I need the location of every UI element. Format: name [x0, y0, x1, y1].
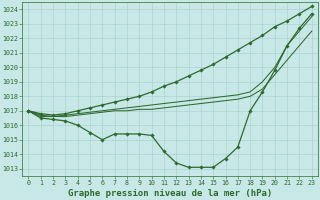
X-axis label: Graphe pression niveau de la mer (hPa): Graphe pression niveau de la mer (hPa) [68, 189, 272, 198]
